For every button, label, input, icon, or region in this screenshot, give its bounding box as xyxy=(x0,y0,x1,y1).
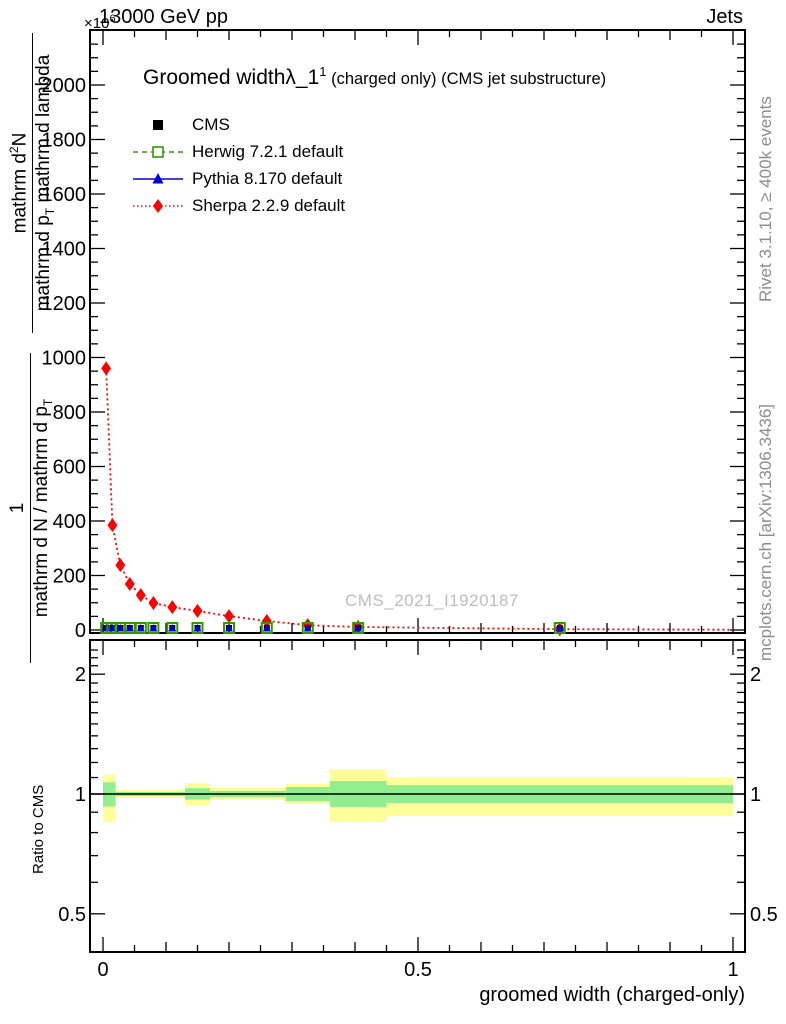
legend-label-herwig: Herwig 7.2.1 default xyxy=(192,142,344,161)
analysis-id-watermark: CMS_2021_I1920187 xyxy=(345,591,519,610)
ratio-tick-label-left: 2 xyxy=(75,664,86,686)
main-panel-frame xyxy=(89,29,746,634)
scale-prefix: ×10 xyxy=(84,15,110,32)
plot-title: Groomed widthλ_11 (charged only) (CMS je… xyxy=(143,64,606,90)
pythia-marker xyxy=(136,624,145,632)
legend-marker-herwig-icon xyxy=(133,146,183,158)
y-axis-scale-factor: ×106 xyxy=(84,13,116,32)
y-axis-title-upper-numerator: mathrm d2N xyxy=(7,132,31,234)
ratio-tick-label-right: 2 xyxy=(750,664,761,686)
sherpa-marker xyxy=(135,588,146,603)
rivet-version-note: Rivet 3.1.10, ≥ 400k events xyxy=(756,96,775,302)
herwig-marker xyxy=(553,622,566,634)
x-axis-tick-label: 0.5 xyxy=(404,959,432,981)
legend-item-herwig: Herwig 7.2.1 default xyxy=(132,141,343,163)
y-axis-tick-label: 1600 xyxy=(42,184,87,206)
pythia-marker xyxy=(354,624,363,632)
herwig-marker xyxy=(147,622,160,634)
y-axis-tick-label: 800 xyxy=(53,402,86,424)
pythia-marker xyxy=(262,624,271,632)
x-axis-title: groomed width (charged-only) xyxy=(479,984,745,1006)
ratio-tick-label-left: 0.5 xyxy=(58,904,86,926)
plot-title-suffix: (charged only) (CMS jet substructure) xyxy=(326,70,607,88)
sherpa-marker xyxy=(107,518,118,533)
sherpa-marker xyxy=(261,614,272,629)
sherpa-marker xyxy=(148,596,159,611)
y-axis-title-upper: mathrm d2N mathrm d pT mathrm d lambda xyxy=(7,33,57,333)
pythia-marker xyxy=(303,624,312,632)
y-axis-tick-label: 0 xyxy=(75,620,86,642)
y-axis-tick-label: 1200 xyxy=(42,293,87,315)
y-axis-tick-label: 200 xyxy=(53,566,86,588)
y-axis-tick-label: 600 xyxy=(53,457,86,479)
sherpa-marker xyxy=(115,558,126,573)
ratio-y-axis-title: Ratio to CMS xyxy=(30,784,47,874)
ratio-tick-label-right: 0.5 xyxy=(750,904,778,926)
herwig-marker xyxy=(123,622,136,634)
y-axis-tick-label: 2000 xyxy=(42,75,87,97)
ratio-tick-label-right: 1 xyxy=(750,784,761,806)
herwig-marker xyxy=(166,622,179,634)
legend-label-cms: CMS xyxy=(192,115,230,134)
mcplots-arxiv-note: mcplots.cern.ch [arXiv:1306.3436] xyxy=(756,403,775,661)
legend-marker-cms-icon xyxy=(153,120,163,130)
herwig-marker xyxy=(301,622,314,634)
pythia-marker xyxy=(555,624,564,632)
herwig-marker xyxy=(223,622,235,634)
y-axis-tick-label: 1400 xyxy=(42,239,87,261)
legend-item-pythia: Pythia 8.170 default xyxy=(132,168,342,190)
beam-energy-label: 13000 GeV pp xyxy=(99,6,228,28)
pythia-marker xyxy=(116,624,125,632)
pythia-marker xyxy=(125,624,134,632)
y-axis-tick-label: 1000 xyxy=(42,348,87,370)
sherpa-marker xyxy=(124,576,135,591)
sherpa-marker xyxy=(192,603,203,618)
ratio-tick-label-left: 1 xyxy=(75,784,86,806)
legend-item-cms: CMS xyxy=(132,114,230,136)
y-axis-tick-label: 400 xyxy=(53,511,86,533)
y-axis-title-lower-numerator: 1 xyxy=(7,502,28,514)
sherpa-marker xyxy=(101,361,112,376)
herwig-marker xyxy=(134,622,147,634)
legend-item-sherpa: Sherpa 2.2.9 default xyxy=(132,195,345,217)
herwig-marker xyxy=(191,622,204,634)
x-axis-tick-label: 0 xyxy=(97,959,108,981)
legend-marker-sherpa-icon xyxy=(133,199,183,213)
sherpa-marker xyxy=(224,609,234,624)
sherpa-marker xyxy=(167,600,178,615)
jets-label: Jets xyxy=(706,6,743,28)
y-axis-title-upper-denominator: mathrm d pT mathrm d lambda xyxy=(32,54,57,312)
ratio-panel-frame xyxy=(89,639,746,953)
pythia-marker xyxy=(149,624,158,632)
pythia-marker xyxy=(193,624,202,632)
plot-title-lambda: λ_1 xyxy=(285,66,320,89)
y-axis-title-lower: 1 mathrm d N / mathrm d pT xyxy=(7,353,55,663)
pythia-marker xyxy=(168,624,177,632)
plot-title-superscript: 1 xyxy=(319,64,327,79)
legend-label-pythia: Pythia 8.170 default xyxy=(192,169,343,188)
y-axis-title-lower-denominator: mathrm d N / mathrm d pT xyxy=(30,398,55,618)
plot-title-main: Groomed width xyxy=(143,66,286,89)
x-axis-tick-label: 1 xyxy=(727,959,738,981)
scale-exponent: 6 xyxy=(109,13,116,25)
herwig-marker xyxy=(260,622,273,634)
legend-label-sherpa: Sherpa 2.2.9 default xyxy=(192,196,346,215)
y-axis-tick-label: 1800 xyxy=(42,130,87,152)
legend-marker-pythia-icon xyxy=(133,173,183,184)
herwig-marker xyxy=(352,622,365,634)
pythia-marker xyxy=(225,624,233,632)
